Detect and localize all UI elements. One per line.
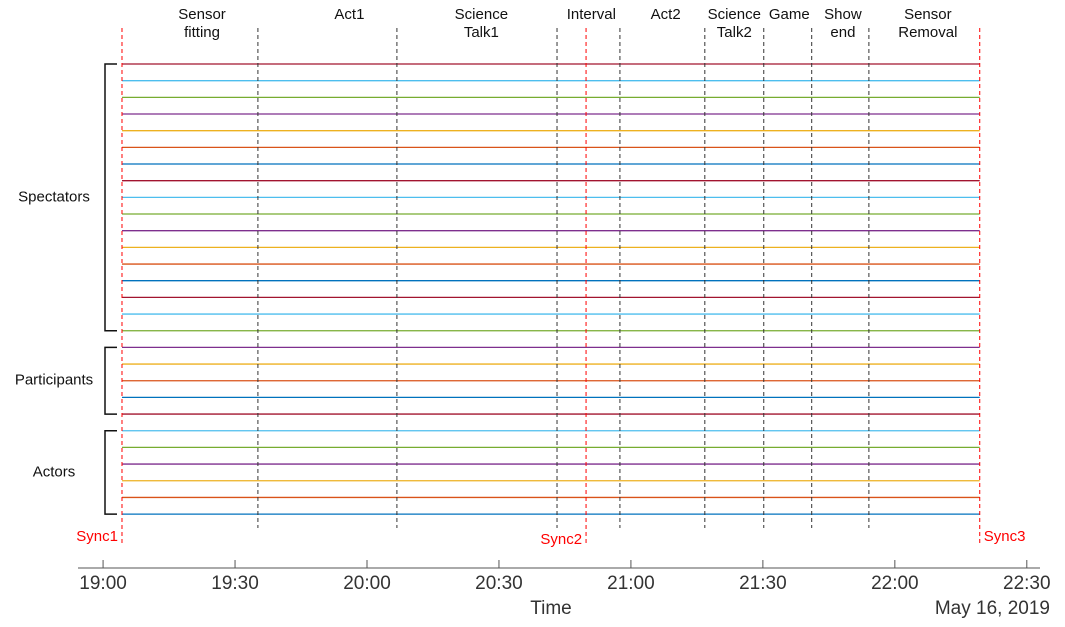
x-tick-label: 22:00 xyxy=(871,573,919,594)
x-tick-label: 19:30 xyxy=(211,573,259,594)
phase-label: Game xyxy=(769,6,810,23)
sync-label: Sync2 xyxy=(540,531,582,548)
group-bracket xyxy=(104,429,117,515)
x-tick-label: 21:30 xyxy=(739,573,787,594)
phase-label: end xyxy=(830,24,855,41)
group-bracket xyxy=(104,63,117,332)
phase-label: Removal xyxy=(898,24,957,41)
phase-label: Act2 xyxy=(651,6,681,23)
group-bracket xyxy=(104,346,117,415)
x-axis-label: Time xyxy=(530,598,572,619)
phase-label: Sensor xyxy=(178,6,226,23)
date-label: May 16, 2019 xyxy=(935,598,1050,619)
sync-label: Sync3 xyxy=(984,528,1026,545)
phase-label: fitting xyxy=(184,24,220,41)
phase-label: Show xyxy=(824,6,862,23)
x-tick-label: 22:30 xyxy=(1003,573,1051,594)
phase-label: Talk1 xyxy=(464,24,499,41)
phase-label: Talk2 xyxy=(717,24,752,41)
x-tick-label: 19:00 xyxy=(79,573,127,594)
phase-label: Science xyxy=(455,6,508,23)
group-label: Actors xyxy=(33,463,76,480)
sync-label: Sync1 xyxy=(76,528,118,545)
x-tick-label: 20:00 xyxy=(343,573,391,594)
phase-label: Science xyxy=(708,6,761,23)
phase-label: Act1 xyxy=(334,6,364,23)
x-tick-label: 20:30 xyxy=(475,573,523,594)
phase-label: Interval xyxy=(567,6,616,23)
phase-label: Sensor xyxy=(904,6,952,23)
group-label: Participants xyxy=(15,372,93,389)
group-label: Spectators xyxy=(18,188,90,205)
x-tick-label: 21:00 xyxy=(607,573,655,594)
